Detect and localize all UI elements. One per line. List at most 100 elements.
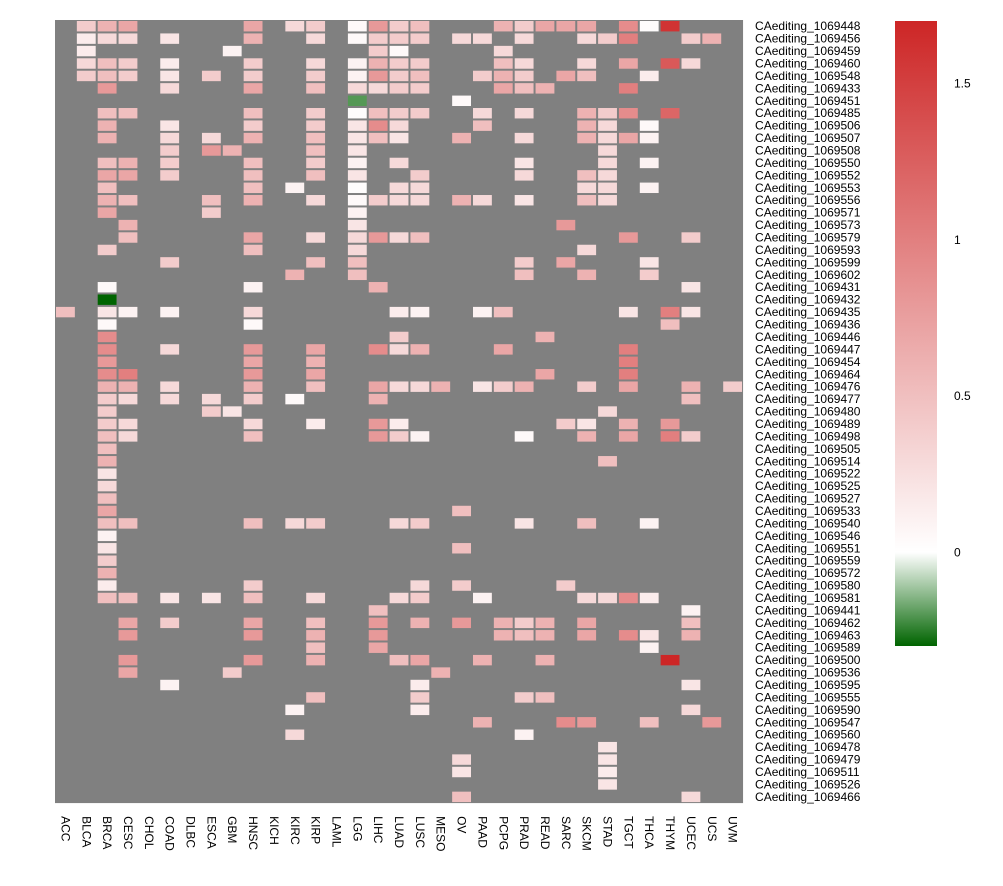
heatmap-cell: [514, 617, 534, 629]
heatmap-cell: [222, 555, 242, 566]
row-label: CAediting_1069476: [755, 380, 861, 394]
heatmap-cell: [97, 580, 117, 591]
heatmap-cell: [618, 108, 638, 119]
column-label: CESC: [121, 816, 135, 850]
heatmap-cell: [598, 741, 617, 753]
heatmap-cell: [702, 132, 722, 144]
heatmap-cell: [660, 493, 680, 504]
heatmap-cell: [118, 132, 138, 144]
heatmap-cell: [160, 95, 180, 107]
heatmap-cell: [660, 21, 680, 32]
row-label: CAediting_1069546: [755, 529, 861, 543]
heatmap-cell: [410, 443, 430, 455]
heatmap-cell: [702, 406, 722, 417]
heatmap-cell: [598, 791, 617, 803]
heatmap-cell: [160, 630, 180, 641]
heatmap-cell: [327, 45, 346, 57]
heatmap-cell: [431, 393, 451, 405]
heatmap-cell: [452, 630, 471, 641]
heatmap-cell: [452, 381, 471, 392]
heatmap-cell: [556, 356, 576, 368]
heatmap-cell: [139, 83, 159, 94]
heatmap-cell: [76, 45, 96, 57]
heatmap-cell: [389, 83, 409, 94]
heatmap-cell: [535, 418, 555, 430]
heatmap-cell: [493, 182, 513, 194]
heatmap-cell: [681, 791, 701, 803]
heatmap-cell: [368, 58, 388, 69]
heatmap-cell: [97, 654, 117, 666]
heatmap-cell: [306, 269, 326, 281]
heatmap-cell: [514, 779, 534, 790]
heatmap-cell: [222, 45, 242, 57]
heatmap-cell: [389, 468, 409, 479]
heatmap-cell: [452, 543, 471, 554]
heatmap-cell: [160, 157, 180, 169]
heatmap-cell: [452, 418, 471, 430]
heatmap-cell: [368, 480, 388, 492]
heatmap-cell: [56, 207, 75, 218]
heatmap-cell: [222, 480, 242, 492]
heatmap-cell: [681, 630, 701, 641]
heatmap-cell: [139, 617, 159, 629]
heatmap-cell: [452, 132, 471, 144]
heatmap-grid: [55, 20, 744, 804]
heatmap-cell: [181, 443, 200, 455]
heatmap-cell: [285, 207, 305, 218]
heatmap-cell: [514, 120, 534, 131]
heatmap-cell: [598, 356, 617, 368]
heatmap-cell: [389, 257, 409, 268]
heatmap-cell: [118, 294, 138, 305]
heatmap-cell: [201, 170, 221, 181]
row-label: CAediting_1069447: [755, 342, 861, 356]
heatmap-cell: [201, 95, 221, 107]
heatmap-cell: [681, 45, 701, 57]
heatmap-cell: [618, 580, 638, 591]
heatmap-cell: [473, 294, 492, 305]
heatmap-cell: [181, 704, 200, 716]
heatmap-cell: [56, 157, 75, 169]
heatmap-cell: [681, 95, 701, 107]
heatmap-cell: [514, 766, 534, 778]
heatmap-cell: [452, 741, 471, 753]
heatmap-cell: [181, 642, 200, 653]
heatmap-cell: [306, 692, 326, 703]
heatmap-cell: [139, 282, 159, 293]
heatmap-cell: [160, 232, 180, 243]
heatmap-cell: [681, 741, 701, 753]
heatmap-cell: [514, 642, 534, 653]
heatmap-cell: [201, 717, 221, 728]
heatmap-cell: [723, 630, 743, 641]
heatmap-cell: [285, 294, 305, 305]
heatmap-cell: [639, 331, 659, 343]
heatmap-cell: [702, 58, 722, 69]
heatmap-cell: [56, 704, 75, 716]
heatmap-cell: [243, 779, 263, 790]
heatmap-cell: [473, 766, 492, 778]
heatmap-cell: [431, 642, 451, 653]
row-label: CAediting_1069448: [755, 19, 861, 33]
row-label: CAediting_1069431: [755, 280, 861, 294]
heatmap-cell: [285, 108, 305, 119]
heatmap-cell: [347, 244, 367, 256]
heatmap-cell: [702, 282, 722, 293]
heatmap-cell: [452, 219, 471, 231]
heatmap-cell: [618, 120, 638, 131]
heatmap-cell: [160, 642, 180, 653]
heatmap-cell: [598, 518, 617, 529]
heatmap-cell: [201, 766, 221, 778]
heatmap-cell: [702, 157, 722, 169]
heatmap-cell: [681, 282, 701, 293]
heatmap-cell: [514, 132, 534, 144]
heatmap-cell: [702, 21, 722, 32]
heatmap-cell: [118, 58, 138, 69]
heatmap-cell: [702, 145, 722, 156]
heatmap-cell: [97, 443, 117, 455]
heatmap-cell: [243, 605, 263, 616]
heatmap-cell: [160, 269, 180, 281]
heatmap-cell: [327, 294, 346, 305]
heatmap-cell: [118, 83, 138, 94]
heatmap-cell: [410, 356, 430, 368]
heatmap-cell: [327, 543, 346, 554]
heatmap-cell: [702, 518, 722, 529]
